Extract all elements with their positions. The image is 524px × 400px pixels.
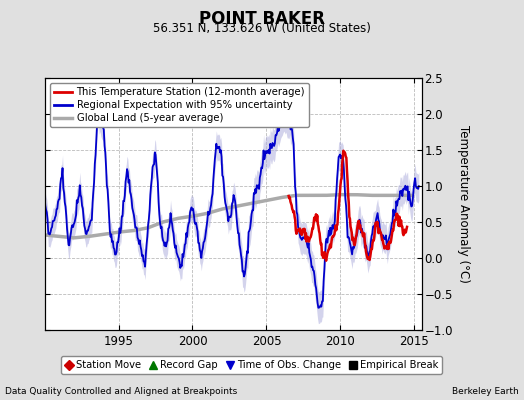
Text: Data Quality Controlled and Aligned at Breakpoints: Data Quality Controlled and Aligned at B… (5, 387, 237, 396)
Y-axis label: Temperature Anomaly (°C): Temperature Anomaly (°C) (457, 125, 470, 283)
Text: 56.351 N, 133.626 W (United States): 56.351 N, 133.626 W (United States) (153, 22, 371, 35)
Text: Berkeley Earth: Berkeley Earth (452, 387, 519, 396)
Legend: This Temperature Station (12-month average), Regional Expectation with 95% uncer: This Temperature Station (12-month avera… (50, 83, 309, 127)
Legend: Station Move, Record Gap, Time of Obs. Change, Empirical Break: Station Move, Record Gap, Time of Obs. C… (61, 356, 442, 374)
Text: POINT BAKER: POINT BAKER (199, 10, 325, 28)
